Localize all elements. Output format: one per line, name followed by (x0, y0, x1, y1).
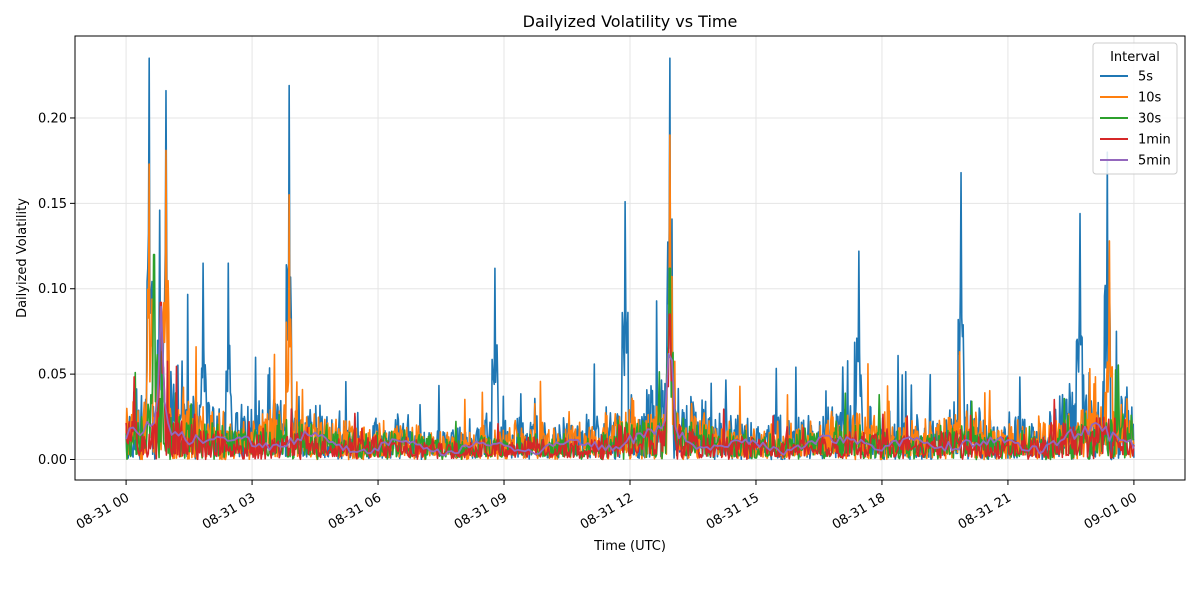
legend: Interval 5s 10s 30s 1min 5min (1092, 42, 1178, 175)
legend-entries: 5s 10s 30s 1min 5min (1100, 70, 1171, 169)
legend-label-30s: 30s (1138, 112, 1162, 127)
legend-label-10s: 10s (1138, 91, 1162, 106)
y-tick-label: 0.10 (38, 282, 67, 297)
legend-label-5min: 5min (1138, 154, 1171, 169)
chart-title: Dailyized Volatility vs Time (523, 12, 738, 31)
grid-layer (75, 36, 1185, 480)
series-line-5min (125, 305, 1135, 457)
plot-area (125, 57, 1135, 461)
legend-label-1min: 1min (1138, 133, 1171, 148)
legend-title: Interval (1110, 50, 1160, 65)
x-axis-label: Time (UTC) (593, 539, 666, 554)
y-tick-label: 0.15 (38, 197, 67, 212)
series-line-10s (125, 134, 1135, 461)
y-axis: 0.00 0.05 0.10 0.15 0.20 (38, 111, 75, 468)
series-line-1min (125, 301, 1135, 461)
y-tick-label: 0.05 (38, 368, 67, 383)
legend-label-5s: 5s (1138, 70, 1153, 85)
y-tick-label: 0.00 (38, 453, 67, 468)
y-axis-label: Dailyized Volatility (15, 198, 30, 318)
y-tick-label: 0.20 (38, 111, 67, 126)
